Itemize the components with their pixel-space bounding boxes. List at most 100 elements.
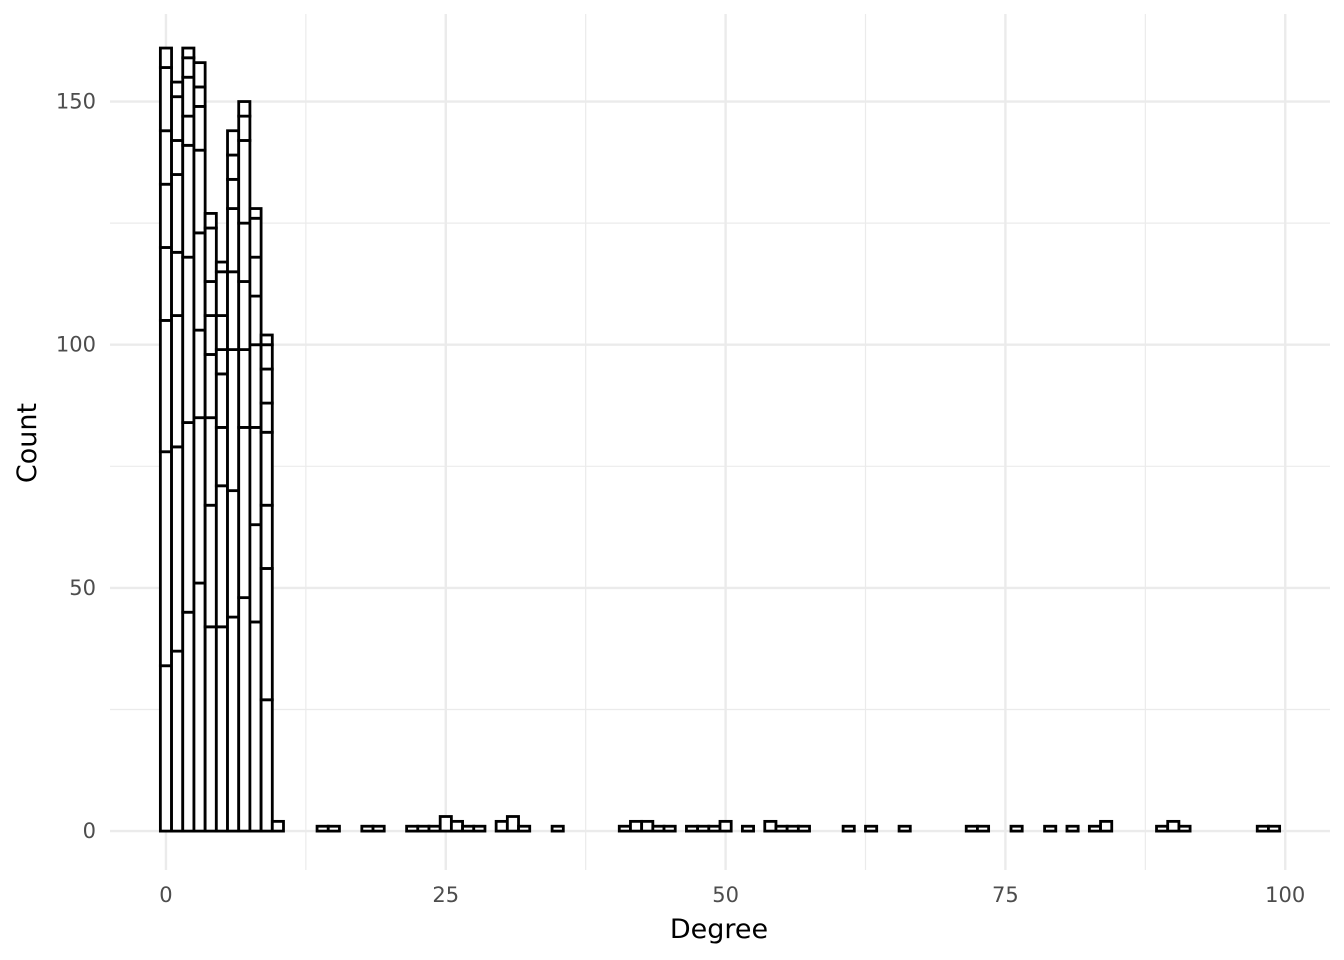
histogram-bar: [226, 489, 241, 619]
histogram-bar: [158, 182, 173, 249]
histogram-bar: [214, 426, 229, 488]
histogram-bar: [1155, 824, 1170, 833]
x-tick-label: 0: [159, 883, 172, 907]
histogram-bar: [214, 270, 229, 317]
histogram-bar: [237, 348, 252, 429]
histogram-bar: [237, 100, 252, 118]
histogram-bar: [259, 567, 274, 702]
histogram-bar: [181, 56, 196, 79]
histogram-bar: [237, 280, 252, 351]
histogram-bar: [897, 824, 912, 833]
x-tick-label: 75: [992, 883, 1019, 907]
histogram-bar: [203, 314, 218, 356]
histogram-bar: [505, 815, 520, 833]
histogram-bar: [203, 503, 218, 629]
histogram-bar: [214, 372, 229, 429]
histogram-bar: [237, 426, 252, 600]
histogram-bar: [203, 280, 218, 317]
histogram-bar: [214, 260, 229, 274]
histogram-bar: [158, 46, 173, 69]
histogram-bar: [651, 824, 666, 833]
histogram-bar: [170, 649, 185, 833]
histogram-bar: [248, 207, 263, 220]
histogram-bar: [718, 819, 733, 833]
histogram-bar: [181, 75, 196, 118]
histogram-bar: [192, 231, 207, 332]
major-gridlines: [110, 14, 1330, 870]
histogram-bar: [1177, 824, 1192, 833]
histogram-bar: [192, 148, 207, 235]
histogram-bar: [237, 114, 252, 142]
histogram-bar: [158, 129, 173, 186]
histogram-bar: [226, 615, 241, 833]
histogram-bar: [192, 328, 207, 420]
histogram-bar: [158, 664, 173, 833]
histogram-bar: [181, 114, 196, 147]
histogram-bar: [170, 250, 185, 317]
y-tick-label: 0: [83, 819, 96, 843]
histogram-bar: [315, 824, 330, 833]
x-axis-title: Degree: [670, 914, 768, 945]
x-tick-label: 100: [1265, 883, 1305, 907]
histogram-bar: [1043, 824, 1058, 833]
histogram-bar: [248, 620, 263, 833]
histogram-bar: [1065, 824, 1080, 833]
histogram-bar: [203, 353, 218, 420]
histogram-bar: [248, 294, 263, 347]
y-tick-label: 50: [69, 576, 96, 600]
histogram-bar: [192, 85, 207, 108]
histogram-bar: [248, 523, 263, 624]
histogram-bar: [785, 824, 800, 833]
histogram-bar: [841, 824, 856, 833]
histogram-bar: [170, 445, 185, 653]
histogram-bar: [864, 824, 879, 833]
histogram-bar: [1009, 824, 1024, 833]
histogram-bar: [226, 177, 241, 210]
histogram-bar: [259, 333, 274, 347]
histogram-bar: [170, 95, 185, 142]
histogram-bar: [461, 824, 476, 833]
minor-gridlines: [110, 14, 1330, 870]
histogram-bar: [158, 66, 173, 133]
histogram-bar: [237, 221, 252, 283]
histogram-bar: [976, 824, 991, 833]
histogram-bar: [517, 824, 532, 833]
histogram-bar: [449, 819, 464, 833]
histogram-bar: [248, 343, 263, 429]
histogram-bar: [203, 416, 218, 507]
histogram-bar: [763, 819, 778, 833]
histogram-bar: [226, 129, 241, 157]
histogram-bar: [181, 143, 196, 259]
histogram-bar: [1267, 824, 1282, 833]
histogram-bar: [214, 314, 229, 351]
histogram-bars: [158, 46, 1282, 833]
y-tick-label: 150: [56, 90, 96, 114]
histogram-bar: [181, 46, 196, 60]
histogram-bar: [170, 80, 185, 99]
histogram-bar: [550, 824, 565, 833]
histogram-bar: [494, 819, 509, 833]
histogram-bar: [640, 819, 655, 833]
histogram-bar: [214, 625, 229, 833]
histogram-bar: [170, 314, 185, 449]
histogram-bar: [740, 824, 755, 833]
histogram-bar: [237, 596, 252, 833]
y-axis-tick-labels: 0 50 100 150: [56, 90, 96, 844]
histogram-bar: [774, 824, 789, 833]
histogram-bar: [427, 824, 442, 833]
histogram-bar: [192, 581, 207, 833]
histogram-bar: [226, 207, 241, 274]
histogram-bar: [237, 139, 252, 225]
histogram-bar: [226, 153, 241, 181]
histogram-bar: [371, 824, 386, 833]
histogram-bar: [158, 246, 173, 322]
histogram-bar: [226, 348, 241, 493]
histogram-bar: [214, 484, 229, 629]
histogram-bar: [416, 824, 431, 833]
histogram-bar: [796, 824, 811, 833]
histogram-bar: [1087, 824, 1102, 833]
histogram-bar: [203, 625, 218, 833]
histogram-bar: [685, 824, 700, 833]
histogram-bar: [192, 105, 207, 152]
